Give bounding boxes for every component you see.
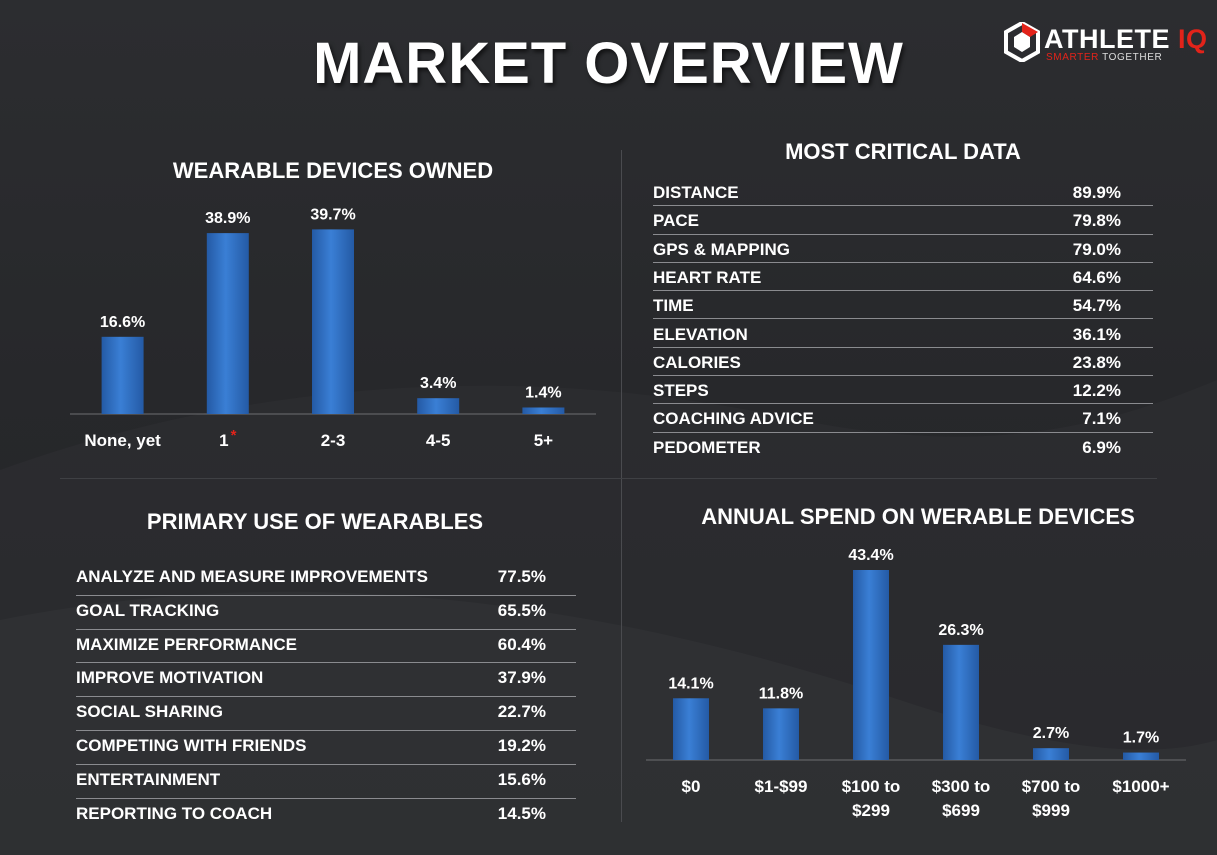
row-label: ELEVATION: [653, 324, 748, 344]
data-label-0: 16.6%: [100, 314, 145, 331]
logo-tagline: SMARTER TOGETHER: [1046, 52, 1162, 63]
row-label: SOCIAL SHARING: [76, 702, 224, 722]
row-label: PEDOMETER: [653, 437, 761, 457]
table-row: DISTANCE 89.9%: [653, 178, 1153, 207]
page-title: MARKET OVERVIEW: [313, 31, 904, 96]
row-label: ENTERTAINMENT: [76, 769, 221, 789]
hexagon-logo-icon: [1004, 22, 1040, 62]
bar-0: [101, 336, 144, 414]
row-value: 54.7%: [1072, 296, 1121, 316]
row-value: 14.5%: [497, 803, 546, 823]
row-label: ANALYZE AND MEASURE IMPROVEMENTS: [76, 567, 428, 586]
row-label: STEPS: [653, 381, 709, 401]
row-value: 23.8%: [1072, 352, 1121, 372]
row-value: 6.9%: [1082, 437, 1121, 457]
logo-wordmark: ATHLETE IQ: [1044, 24, 1208, 55]
row-value: 65.5%: [497, 600, 546, 620]
athlete-iq-logo: ATHLETE IQ SMARTER TOGETHER: [1004, 20, 1207, 66]
row-value: 64.6%: [1072, 267, 1121, 287]
row-label: GPS & MAPPING: [653, 239, 790, 259]
row-value: 22.7%: [497, 702, 546, 722]
row-label: HEART RATE: [653, 267, 762, 287]
critical-data-title: MOST CRITICAL DATA: [785, 139, 1021, 164]
row-value: 79.8%: [1072, 211, 1121, 231]
row-label: REPORTING TO COACH: [76, 803, 273, 823]
row-label: COACHING ADVICE: [653, 409, 814, 429]
logo-word: ATHLETE: [1044, 24, 1170, 54]
data-label-4: 1.4%: [525, 384, 561, 401]
row-label: TIME: [653, 296, 694, 316]
category-label-1: 1 *: [219, 427, 236, 450]
table-row: TIME 54.7%: [653, 291, 1153, 320]
row-value: 12.2%: [1072, 381, 1121, 401]
category-label-0: None, yet: [84, 431, 161, 450]
table-row: PACE 79.8%: [653, 206, 1153, 235]
table-row: HEART RATE 64.6%: [653, 263, 1153, 292]
table-row: ELEVATION 36.1%: [653, 320, 1153, 348]
bar-2: [312, 229, 354, 414]
category-label-3: 4-5: [426, 431, 451, 450]
table-row: IMPROVE MOTIVATION 37.9%: [76, 663, 576, 698]
logo-tagline-accent: SMARTER: [1046, 52, 1099, 63]
row-value: 77.5%: [497, 567, 546, 586]
primary-use-title: PRIMARY USE OF WEARABLES: [146, 509, 484, 534]
row-value: 37.9%: [497, 668, 546, 688]
row-label: GOAL TRACKING: [76, 600, 220, 620]
devices-owned-title: WEARABLE DEVICES OWNED: [172, 158, 494, 183]
table-row: COMPETING WITH FRIENDS 19.2%: [76, 731, 576, 765]
table-row: PEDOMETER 6.9%: [653, 433, 1153, 461]
table-row: REPORTING TO COACH 14.5%: [76, 799, 576, 833]
vertical-divider: [621, 150, 622, 822]
row-label: PACE: [653, 211, 699, 231]
data-label-1: 38.9%: [205, 210, 250, 227]
data-label-3: 3.4%: [420, 375, 456, 392]
bar-3: [417, 398, 460, 414]
row-value: 89.9%: [1072, 183, 1121, 202]
table-row: GPS & MAPPING 79.0%: [653, 235, 1153, 263]
row-label: IMPROVE MOTIVATION: [76, 668, 264, 688]
row-value: 15.6%: [497, 769, 546, 789]
table-row: CALORIES 23.8%: [653, 348, 1153, 377]
table-row: GOAL TRACKING 65.5%: [76, 596, 576, 630]
row-label: MAXIMIZE PERFORMANCE: [76, 634, 297, 654]
row-value: 79.0%: [1072, 239, 1121, 259]
category-label-2: 2-3: [321, 431, 346, 450]
logo-word-accent: IQ: [1178, 24, 1208, 54]
logo-tagline-text: TOGETHER: [1102, 52, 1163, 63]
table-row: COACHING ADVICE 7.1%: [653, 404, 1153, 433]
table-row: ENTERTAINMENT 15.6%: [76, 765, 576, 799]
table-row: STEPS 12.2%: [653, 376, 1153, 405]
horizontal-divider: [60, 478, 1157, 479]
row-label: COMPETING WITH FRIENDS: [76, 736, 307, 755]
row-value: 7.1%: [1082, 409, 1121, 429]
row-value: 60.4%: [497, 634, 546, 654]
category-label-4: 5+: [534, 431, 553, 450]
annual-spend-title: ANNUAL SPEND ON WERABLE DEVICES: [701, 504, 1135, 529]
row-value: 36.1%: [1072, 324, 1121, 344]
data-label-2: 39.7%: [310, 206, 355, 223]
table-row: MAXIMIZE PERFORMANCE 60.4%: [76, 630, 576, 664]
row-label: CALORIES: [653, 352, 741, 372]
row-label: DISTANCE: [653, 183, 739, 202]
footnote-marker: *: [231, 427, 237, 444]
table-row: SOCIAL SHARING 22.7%: [76, 697, 576, 731]
row-value: 19.2%: [497, 736, 546, 755]
bar-1: [206, 233, 249, 414]
table-row: ANALYZE AND MEASURE IMPROVEMENTS 77.5%: [76, 562, 576, 596]
bar-4: [522, 407, 565, 414]
